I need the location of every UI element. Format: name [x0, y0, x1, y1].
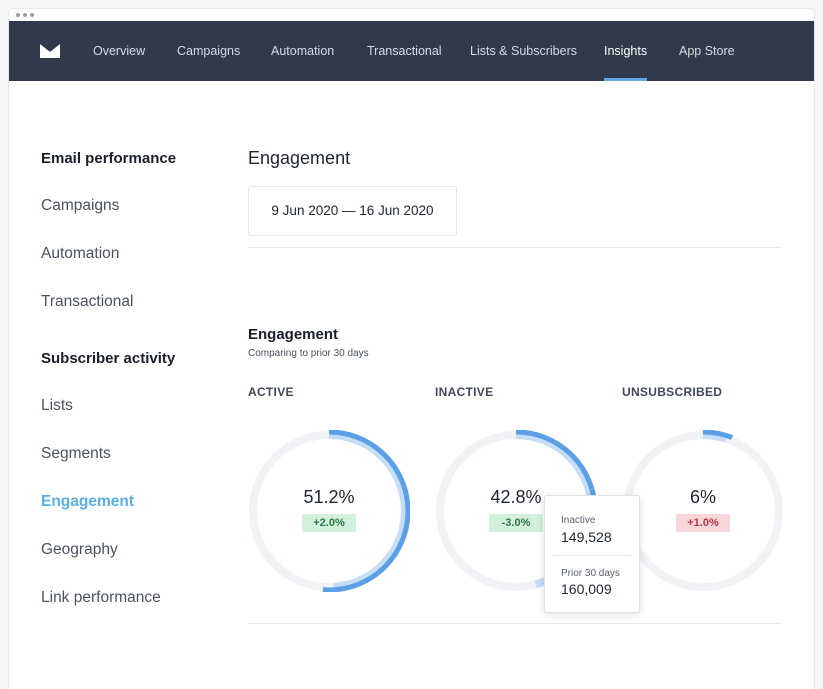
ring-prior-arc [623, 431, 783, 591]
section-title: Engagement [248, 326, 339, 343]
window-dot[interactable] [16, 13, 20, 17]
metric-value: 42.8% [490, 487, 542, 507]
change-badge: +1.0% [676, 514, 730, 532]
metric-label-active: ACTIVE [248, 385, 294, 399]
ring-unsubscribed[interactable]: 6% +1.0% [622, 430, 784, 592]
metric-label-unsubscribed: UNSUBSCRIBED [622, 385, 723, 399]
sidebar-item-transactional[interactable]: Transactional [41, 293, 134, 310]
ring-value-arc [248, 430, 410, 592]
page-title: Engagement [248, 148, 351, 168]
nav-app-store[interactable]: App Store [679, 44, 735, 58]
tooltip-divider [553, 555, 631, 556]
ring-chart [622, 430, 784, 592]
metric-value: 6% [689, 487, 716, 507]
sidebar-item-segments[interactable]: Segments [41, 445, 111, 462]
metric-label-inactive: INACTIVE [435, 385, 494, 399]
top-nav: Overview Campaigns Automation Transactio… [9, 21, 814, 81]
divider [248, 623, 781, 624]
sidebar-item-link-performance[interactable]: Link performance [41, 589, 161, 606]
inactive-tooltip: Inactive 149,528 Prior 30 days 160,009 [544, 495, 640, 613]
sidebar-item-geography[interactable]: Geography [41, 541, 118, 558]
divider [248, 247, 781, 248]
window-controls [16, 13, 34, 17]
sidebar-item-automation[interactable]: Automation [41, 245, 120, 262]
window-dot[interactable] [30, 13, 34, 17]
tooltip-value: 149,528 [561, 529, 612, 545]
nav-automation[interactable]: Automation [271, 44, 335, 58]
tooltip-label: Inactive [561, 515, 596, 526]
nav-overview[interactable]: Overview [93, 44, 146, 58]
nav-transactional[interactable]: Transactional [367, 44, 442, 58]
change-badge: -3.0% [489, 514, 543, 532]
window-dot[interactable] [23, 13, 27, 17]
change-badge: +2.0% [302, 514, 356, 532]
tooltip-prior-value: 160,009 [561, 581, 612, 597]
nav-campaigns[interactable]: Campaigns [177, 44, 241, 58]
tooltip-prior-label: Prior 30 days [561, 568, 620, 579]
sidebar-heading-subscriber-activity: Subscriber activity [41, 350, 176, 367]
sidebar-item-campaigns[interactable]: Campaigns [41, 197, 120, 214]
metric-value: 51.2% [303, 487, 355, 507]
sidebar-heading-email-performance: Email performance [41, 150, 177, 167]
nav-insights[interactable]: Insights [604, 21, 648, 81]
app-window: Overview Campaigns Automation Transactio… [9, 9, 814, 689]
ring-active[interactable]: 51.2% +2.0% [248, 430, 410, 592]
sidebar-item-lists[interactable]: Lists [41, 397, 73, 414]
ring-value-arc [622, 430, 784, 592]
section-subtitle: Comparing to prior 30 days [248, 348, 369, 359]
ring-chart [248, 430, 410, 592]
ring-track [623, 431, 783, 591]
sidebar-item-engagement[interactable]: Engagement [41, 493, 135, 510]
logo-icon[interactable] [40, 43, 60, 59]
ring-prior-arc [249, 431, 409, 591]
date-range-picker[interactable]: 9 Jun 2020 — 16 Jun 2020 [248, 186, 457, 236]
nav-lists-subscribers[interactable]: Lists & Subscribers [470, 44, 577, 58]
